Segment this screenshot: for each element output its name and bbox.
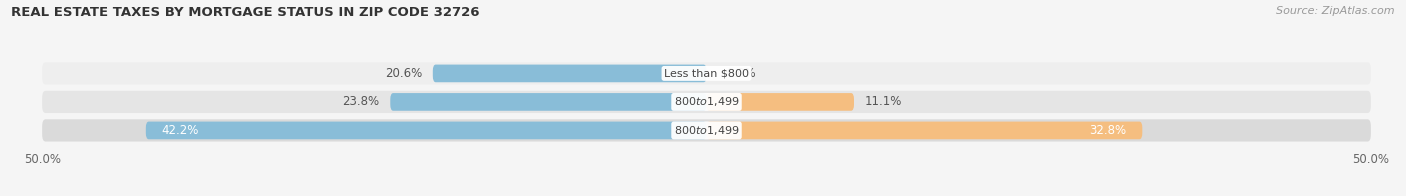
Text: 32.8%: 32.8% (1090, 124, 1126, 137)
Text: 0.0%: 0.0% (727, 67, 756, 80)
Text: 11.1%: 11.1% (865, 95, 903, 108)
Text: 20.6%: 20.6% (385, 67, 422, 80)
Text: $800 to $1,499: $800 to $1,499 (673, 95, 740, 108)
FancyBboxPatch shape (706, 93, 853, 111)
FancyBboxPatch shape (433, 64, 706, 82)
FancyBboxPatch shape (42, 119, 1371, 142)
FancyBboxPatch shape (42, 91, 1371, 113)
Text: $800 to $1,499: $800 to $1,499 (673, 124, 740, 137)
Text: Less than $800: Less than $800 (664, 68, 749, 78)
Text: 23.8%: 23.8% (343, 95, 380, 108)
FancyBboxPatch shape (706, 122, 1142, 139)
Text: Source: ZipAtlas.com: Source: ZipAtlas.com (1277, 6, 1395, 16)
FancyBboxPatch shape (42, 62, 1371, 84)
FancyBboxPatch shape (146, 122, 706, 139)
FancyBboxPatch shape (391, 93, 706, 111)
Text: 42.2%: 42.2% (162, 124, 200, 137)
Text: REAL ESTATE TAXES BY MORTGAGE STATUS IN ZIP CODE 32726: REAL ESTATE TAXES BY MORTGAGE STATUS IN … (11, 6, 479, 19)
